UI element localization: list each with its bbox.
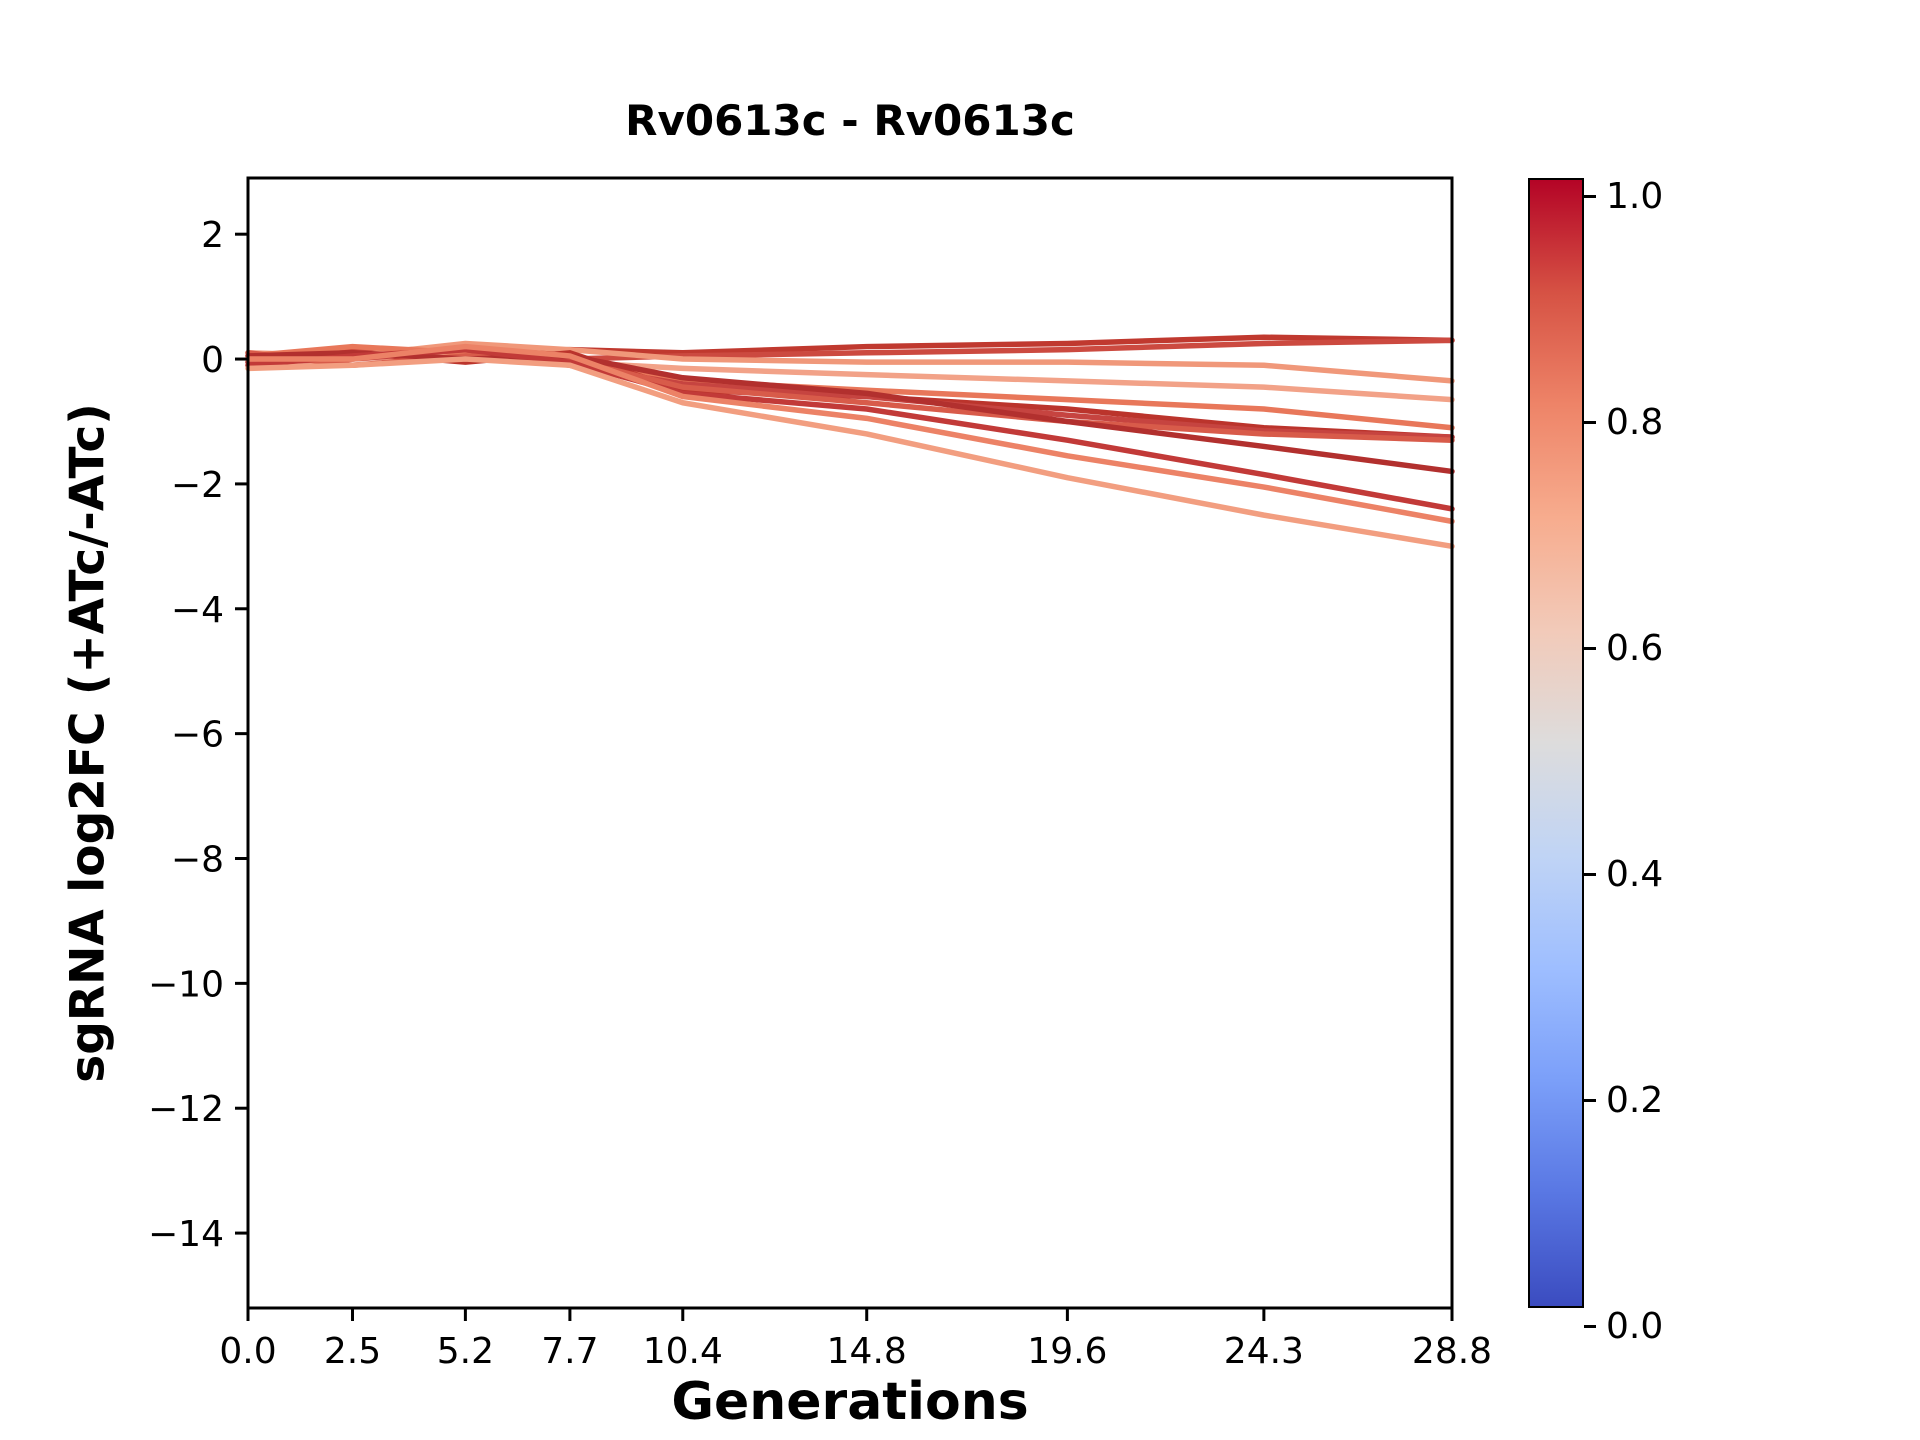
y-tick-label: 2 — [201, 215, 224, 256]
colorbar-tick-label: 0.4 — [1606, 854, 1664, 895]
colorbar-tickmark — [1584, 1325, 1596, 1328]
x-tick-label: 24.3 — [1224, 1331, 1304, 1372]
colorbar-tick-label: 0.6 — [1606, 628, 1664, 669]
colorbar-tick-label: 1.0 — [1606, 176, 1664, 217]
x-tick-label: 2.5 — [324, 1331, 381, 1372]
x-tick-label: 28.8 — [1412, 1331, 1492, 1372]
y-tick-label: −4 — [171, 590, 224, 631]
colorbar: 1.0 0.8 0.6 0.4 0.2 0.0 — [1528, 176, 1663, 1347]
axes-frame — [246, 176, 1454, 1310]
colorbar-tick-label: 0.0 — [1606, 1306, 1664, 1347]
x-tick-label: 5.2 — [437, 1331, 494, 1372]
colorbar-tickmark — [1584, 1099, 1596, 1102]
series-line — [245, 343, 1455, 525]
y-tick-label: −8 — [171, 839, 224, 880]
colorbar-tickmark — [1584, 873, 1596, 876]
series-line — [245, 343, 1455, 431]
y-tick-label: −10 — [148, 964, 224, 1005]
y-tick-label: −12 — [148, 1089, 224, 1130]
y-tick-label: −14 — [148, 1214, 224, 1255]
x-tick-label: 7.7 — [541, 1331, 598, 1372]
x-axis-label: Generations — [671, 1372, 1029, 1432]
x-tick-label: 14.8 — [827, 1331, 907, 1372]
colorbar-tickmark — [1584, 647, 1596, 650]
colorbar-tick-label: 0.2 — [1606, 1080, 1664, 1121]
colorbar-tickmark — [1584, 195, 1596, 198]
series-line — [245, 356, 1455, 550]
x-tick-label: 19.6 — [1027, 1331, 1107, 1372]
colorbar-tickmark — [1584, 421, 1596, 424]
colorbar-gradient — [1528, 178, 1584, 1308]
x-tick-label: 10.4 — [643, 1331, 723, 1372]
colorbar-tick-label: 0.8 — [1606, 402, 1664, 443]
chart-title: Rv0613c - Rv0613c — [625, 96, 1075, 145]
y-tick-label: −6 — [171, 715, 224, 756]
y-tick-label: 0 — [201, 340, 224, 381]
x-tick-label: 0.0 — [219, 1331, 276, 1372]
y-tick-label: −2 — [171, 465, 224, 506]
